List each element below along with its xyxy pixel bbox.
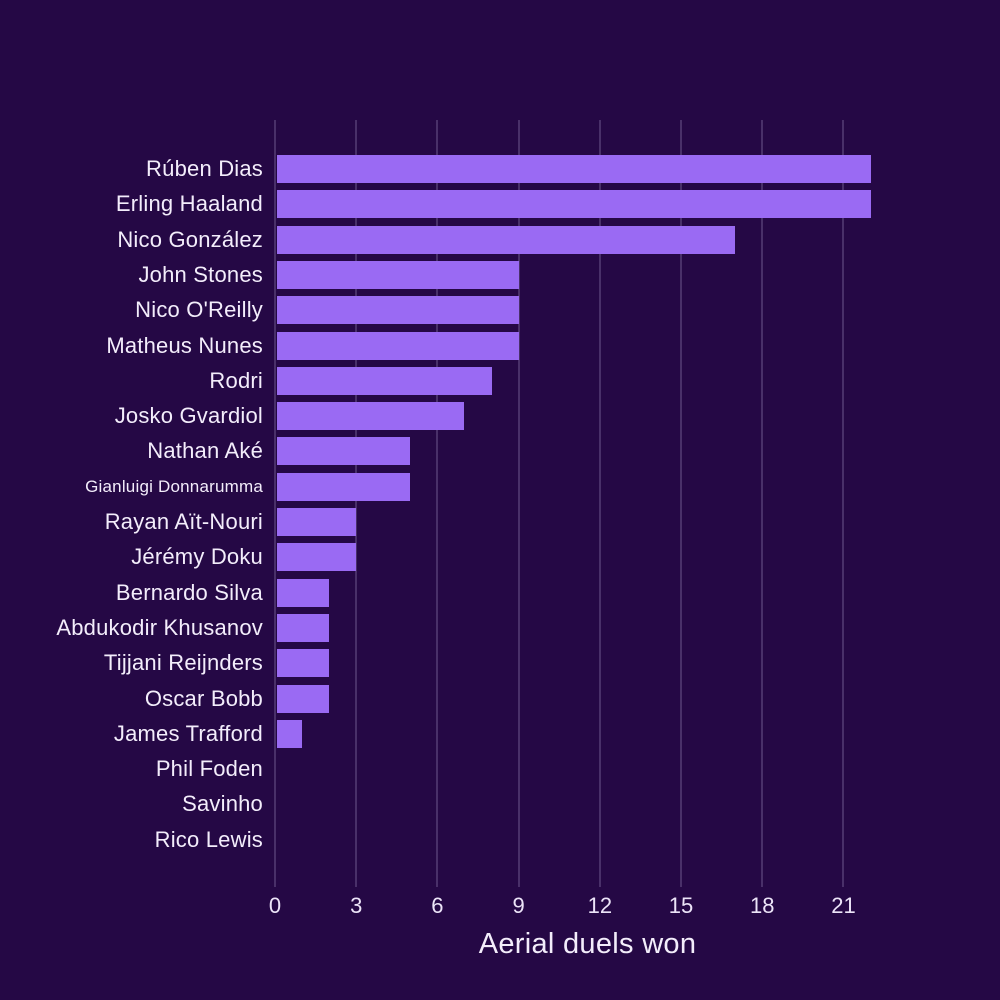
x-axis-title: Aerial duels won (478, 928, 697, 960)
x-tick-label-3: 3 (350, 893, 363, 918)
bar (277, 613, 330, 642)
bar (277, 684, 330, 713)
category-label: Abdukodir Khusanov (56, 614, 263, 640)
bar (277, 155, 871, 183)
bar (277, 260, 519, 289)
category-label: Phil Foden (155, 756, 263, 782)
category-label: Josko Gvardiol (114, 403, 263, 429)
category-label: Rúben Dias (146, 156, 263, 181)
category-label: Rayan Aït-Nouri (104, 509, 263, 534)
gridline-x-21 (842, 120, 845, 887)
category-label: Matheus Nunes (106, 332, 263, 358)
category-label: Nathan Aké (147, 438, 263, 464)
gridline-x-12 (598, 120, 601, 887)
category-label: Savinho (182, 791, 263, 817)
bar (277, 578, 330, 607)
bar (277, 190, 871, 219)
gridline-x-15 (680, 120, 683, 887)
category-label: Nico O'Reilly (135, 297, 263, 323)
x-tick-label-12: 12 (587, 893, 613, 918)
category-label: Gianluigi Donnarumma (85, 476, 263, 496)
x-tick-label-6: 6 (431, 893, 444, 918)
bar (277, 296, 519, 325)
bar (277, 225, 736, 254)
bar (277, 331, 519, 360)
x-tick-label-9: 9 (512, 893, 525, 918)
gridline-x-3 (355, 120, 358, 887)
bar (277, 402, 465, 431)
bar (277, 649, 330, 678)
category-label: Tijjani Reijnders (103, 650, 263, 676)
gridline-x-18 (761, 120, 764, 887)
bar (277, 472, 411, 501)
category-label: Rico Lewis (154, 826, 263, 852)
category-label: Nico González (117, 226, 263, 252)
bar (277, 719, 303, 748)
gridline-x-0 (274, 120, 276, 887)
gridline-x-9 (517, 120, 520, 887)
category-label: Jérémy Doku (131, 544, 263, 570)
category-label: Oscar Bobb (144, 685, 263, 711)
x-tick-label-21: 21 (831, 893, 856, 918)
bar (277, 437, 411, 466)
x-tick-label-18: 18 (750, 893, 775, 918)
category-label: Bernardo Silva (115, 579, 263, 605)
category-label: John Stones (138, 261, 263, 287)
bar (277, 366, 492, 395)
x-tick-label-15: 15 (668, 893, 694, 918)
bar (277, 543, 357, 572)
category-label: Erling Haaland (115, 191, 263, 217)
bar (277, 508, 357, 536)
category-label: Rodri (209, 367, 263, 393)
x-tick-label-0: 0 (268, 893, 282, 918)
gridline-x-6 (436, 120, 439, 887)
category-label: James Trafford (113, 720, 263, 746)
